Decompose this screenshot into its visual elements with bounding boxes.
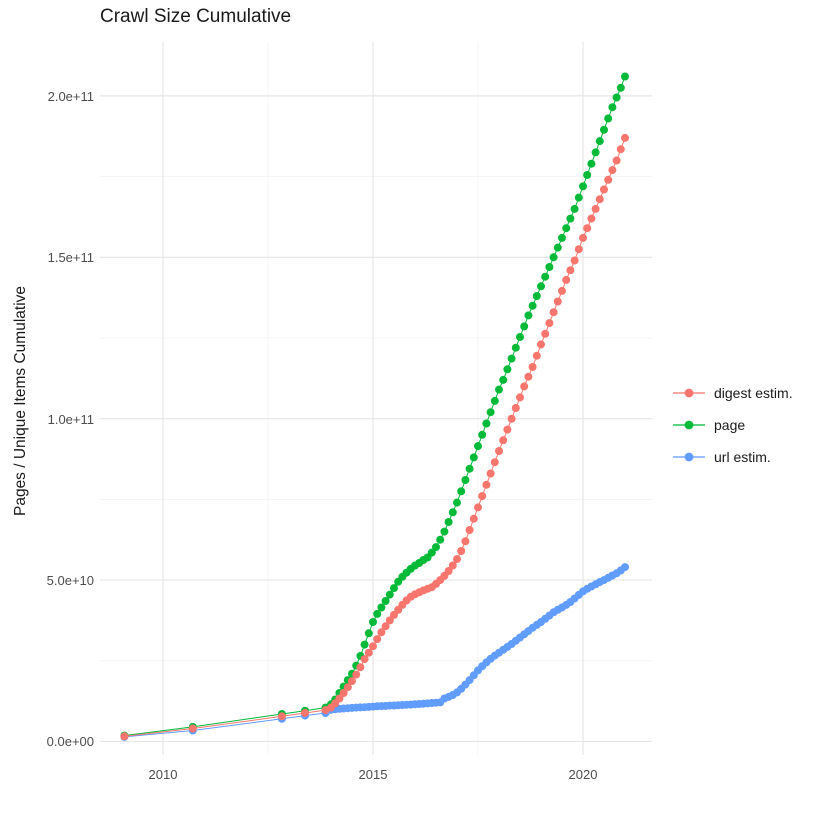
y-tick-label-2: 1.0e+11 [47, 412, 94, 427]
legend-item-digest-estim: digest estim. [672, 377, 822, 409]
legend-label-url-estim: url estim. [714, 449, 771, 465]
legend-label-digest-estim: digest estim. [714, 385, 793, 401]
chart-title: Crawl Size Cumulative [100, 6, 292, 27]
legend-key-page-icon [673, 420, 705, 430]
legend-key-digest-estim-icon [673, 388, 705, 398]
y-tick-label-3: 1.5e+11 [47, 250, 94, 265]
y-tick-label-4: 2.0e+11 [47, 89, 94, 104]
legend-item-url-estim: url estim. [672, 441, 822, 473]
y-tick-label-0: 0.0e+00 [46, 734, 94, 749]
x-tick-label-2015: 2015 [358, 767, 388, 782]
legend-key-url-estim-icon [673, 452, 705, 462]
legend-label-page: page [714, 417, 746, 433]
x-tick-label-2010: 2010 [148, 767, 178, 782]
legend-item-page: page [672, 409, 822, 441]
legend: digest estim. page url estim. [672, 377, 822, 473]
x-tick-label-2020: 2020 [568, 767, 598, 782]
y-tick-label-1: 5.0e+10 [46, 573, 94, 588]
